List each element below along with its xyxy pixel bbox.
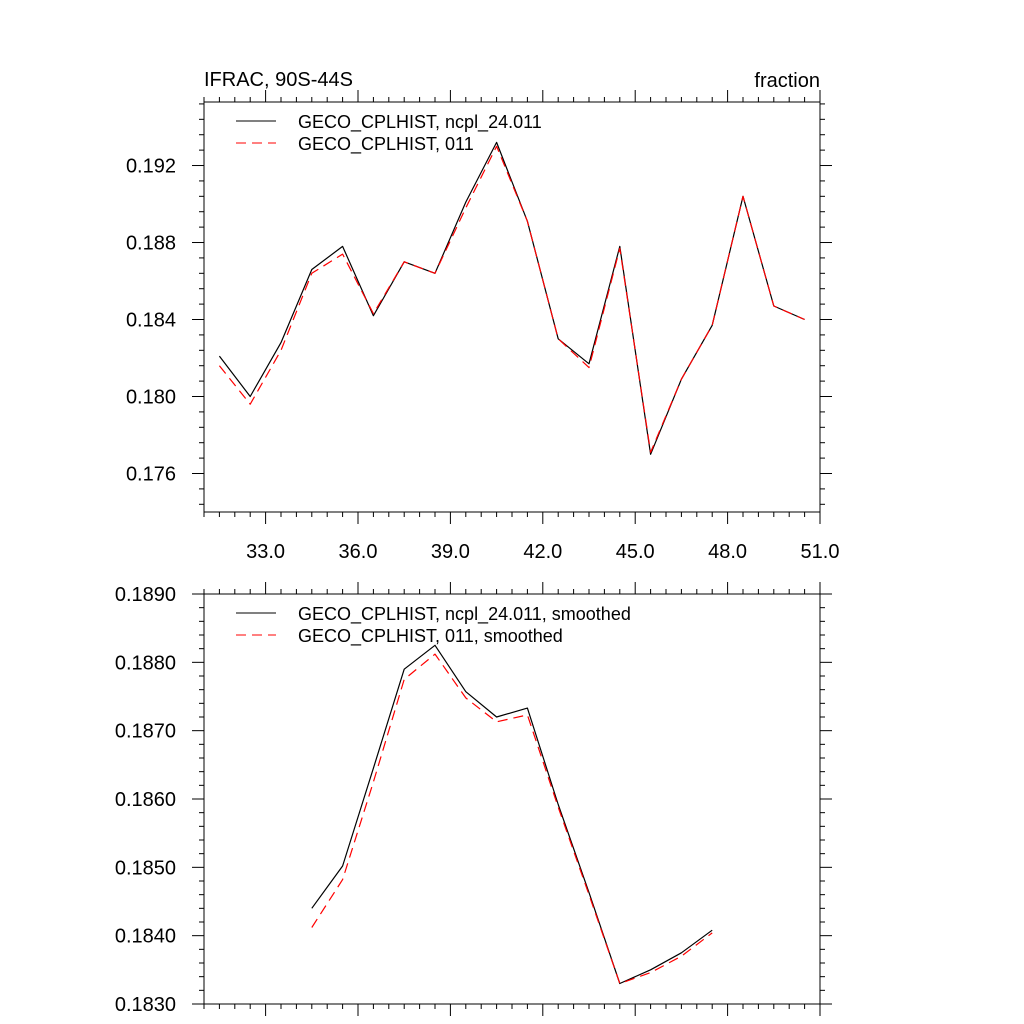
y-tick-label: 0.176 — [126, 464, 176, 486]
legend-label-series-1: GECO_CPLHIST, ncpl_24.011, smoothed — [298, 604, 631, 625]
y-tick-label: 0.1880 — [115, 652, 176, 674]
y-tick-label: 0.1840 — [115, 926, 176, 948]
y-tick-label: 0.1870 — [115, 721, 176, 743]
x-tick-label: 36.0 — [339, 541, 378, 563]
y-tick-label: 0.1890 — [115, 584, 176, 606]
series-line-2 — [218, 145, 805, 453]
bottom-chart-panel: 0.1830 0.1840 0.1850 0.1860 0.1870 0.1880 0.18… — [115, 582, 832, 1016]
series-line-1 — [218, 141, 805, 455]
legend-label-series-2: GECO_CPLHIST, 011 — [298, 134, 474, 155]
chart-title-left: IFRAC, 90S-44S — [204, 69, 353, 91]
series-line-2 — [311, 653, 713, 985]
top-series — [218, 141, 805, 455]
top-ticks: 33.0 36.0 39.0 42.0 45.0 48.0 51.0 0.176 0.180 0.… — [126, 90, 840, 563]
y-tick-label: 0.1850 — [115, 857, 176, 879]
legend-label-series-2: GECO_CPLHIST, 011, smoothed — [298, 626, 563, 647]
bottom-legend: GECO_CPLHIST, ncpl_24.011, smoothed GECO… — [236, 604, 631, 647]
chart-title-right: fraction — [754, 70, 820, 92]
bottom-plot-frame — [203, 593, 821, 1005]
y-tick-label: 0.1830 — [115, 994, 176, 1016]
y-tick-label: 0.180 — [126, 387, 176, 409]
legend-label-series-1: GECO_CPLHIST, ncpl_24.011 — [298, 112, 542, 133]
x-tick-label: 33.0 — [246, 541, 285, 563]
top-plot-frame — [203, 101, 821, 513]
series-line-1 — [311, 644, 713, 985]
top-chart-panel: IFRAC, 90S-44S fraction 33.0 36.0 39.0 42.0… — [126, 69, 840, 563]
x-tick-label: 48.0 — [708, 541, 747, 563]
x-tick-label: 39.0 — [431, 541, 470, 563]
top-legend: GECO_CPLHIST, ncpl_24.011 GECO_CPLHIST, … — [236, 112, 542, 155]
bottom-ticks: 0.1830 0.1840 0.1850 0.1860 0.1870 0.1880 0.18… — [115, 582, 832, 1016]
y-tick-label: 0.188 — [126, 233, 176, 255]
y-tick-label: 0.192 — [126, 156, 176, 178]
y-tick-label: 0.184 — [126, 310, 176, 332]
bottom-series — [311, 644, 713, 985]
x-tick-label: 51.0 — [801, 541, 840, 563]
y-tick-label: 0.1860 — [115, 789, 176, 811]
x-tick-label: 45.0 — [616, 541, 655, 563]
x-tick-label: 42.0 — [523, 541, 562, 563]
